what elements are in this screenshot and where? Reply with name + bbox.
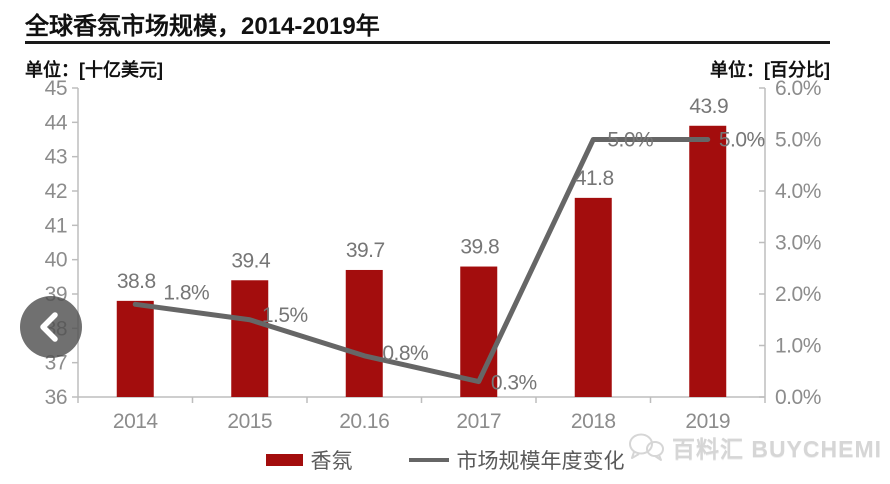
legend-item-growth: 市场规模年度变化 — [408, 445, 625, 475]
bar-2019 — [689, 125, 727, 397]
legend-label-fragrance: 香氛 — [310, 450, 353, 473]
chart-legend: 香氛 市场规模年度变化 — [0, 445, 890, 475]
left-axis-tick-label: 41 — [45, 214, 67, 237]
x-axis-category-label: 2018 — [571, 410, 616, 433]
page-title: 全球香氛市场规模，2014-2019年 — [25, 13, 380, 40]
bar-2015 — [231, 280, 269, 397]
bar-2014 — [116, 300, 154, 397]
legend-item-fragrance: 香氛 — [265, 445, 353, 475]
bar-20.16 — [345, 269, 383, 397]
bar-value-label: 38.8 — [117, 270, 156, 293]
right-axis-tick-label: 5.0% — [775, 129, 821, 152]
legend-bar-swatch — [265, 454, 303, 466]
x-axis-category-label: 2019 — [685, 410, 730, 433]
line-value-label: 0.8% — [382, 342, 428, 365]
right-axis-tick-label: 2.0% — [775, 283, 821, 306]
watermark-text: 百料汇 BUYCHEMI — [671, 436, 882, 462]
left-axis-tick-label: 43 — [45, 146, 67, 169]
bar-value-label: 41.8 — [575, 167, 614, 190]
title-underline — [25, 41, 830, 44]
bar-value-label: 39.8 — [460, 236, 499, 259]
chevron-left-icon — [40, 312, 58, 342]
growth-line — [132, 137, 711, 385]
left-axis-tick-label: 40 — [45, 249, 67, 272]
bar-value-label: 43.9 — [689, 95, 728, 118]
watermark: 百料汇 BUYCHEMI — [628, 430, 882, 464]
right-axis-tick-label: 0.0% — [775, 386, 821, 409]
right-axis-tick-label: 6.0% — [775, 80, 821, 100]
left-axis-tick-label: 42 — [45, 180, 67, 203]
legend-line-swatch — [408, 458, 449, 462]
legend-label-growth: 市场规模年度变化 — [456, 450, 625, 473]
chart-plot-area: 454443424140393837366.0%5.0%4.0%3.0%2.0%… — [45, 80, 822, 433]
chat-bubbles-icon — [628, 433, 664, 461]
right-axis-unit-label: 单位：[百分比] — [710, 60, 830, 80]
line-value-label: 0.3% — [491, 372, 537, 395]
x-axis-category-label: 2014 — [113, 410, 159, 433]
right-axis-tick-label: 3.0% — [775, 232, 821, 255]
bar-value-label: 39.7 — [346, 239, 385, 262]
prev-image-button[interactable] — [20, 296, 82, 358]
line-value-label: 5.0% — [607, 129, 653, 152]
left-axis-tick-label: 45 — [45, 80, 67, 100]
left-axis-tick-label: 36 — [45, 386, 67, 409]
right-axis-tick-label: 4.0% — [775, 180, 821, 203]
line-value-label: 1.5% — [262, 304, 308, 327]
left-axis-unit-label: 单位：[十亿美元] — [25, 60, 163, 80]
x-axis-category-label: 2017 — [456, 410, 501, 433]
bar-2018 — [574, 197, 612, 397]
x-axis-category-label: 20.16 — [339, 410, 389, 433]
right-axis-tick-label: 1.0% — [775, 335, 821, 358]
x-axis-category-label: 2015 — [227, 410, 272, 433]
left-axis-tick-label: 44 — [45, 111, 68, 134]
line-value-label: 5.0% — [719, 129, 765, 152]
line-value-label: 1.8% — [163, 281, 209, 304]
bar-2017 — [460, 266, 498, 397]
bar-value-label: 39.4 — [231, 249, 271, 272]
